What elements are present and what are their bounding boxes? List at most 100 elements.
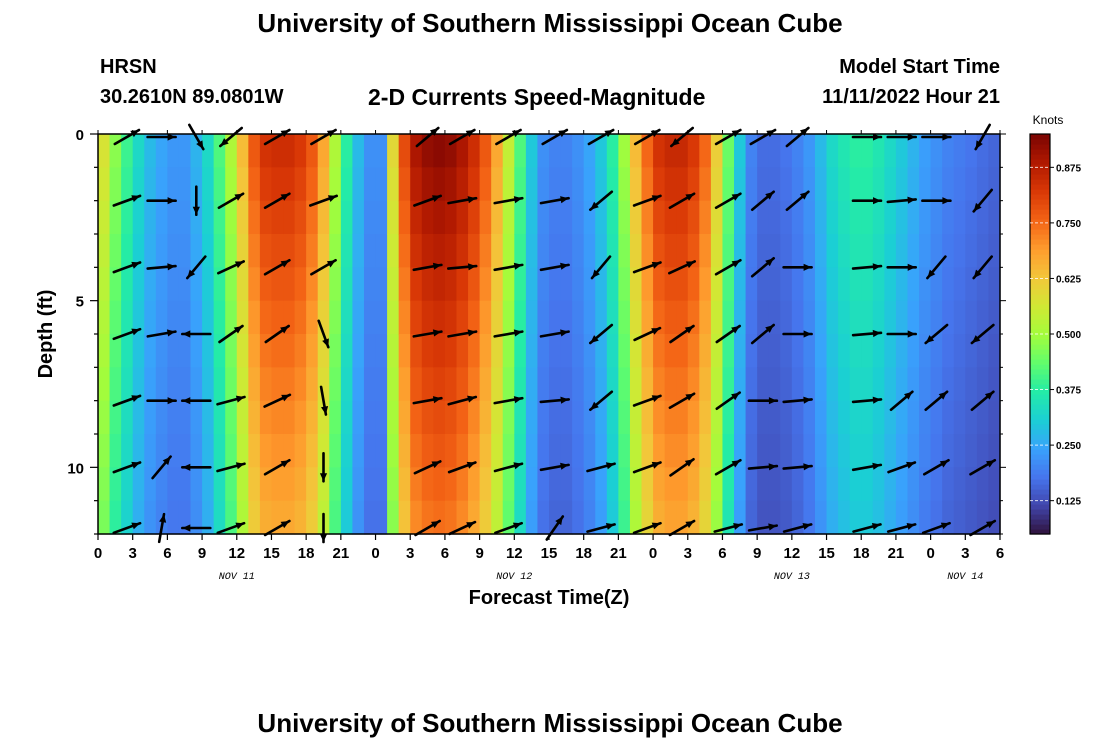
heatmap-cell: [606, 500, 619, 535]
heatmap-cell: [514, 200, 527, 235]
vector-head: [873, 197, 881, 205]
heatmap-cell: [872, 267, 885, 302]
heatmap-cell: [98, 334, 111, 368]
heatmap-cell: [664, 200, 677, 235]
heatmap-cell: [664, 367, 677, 402]
heatmap-cell: [965, 134, 978, 168]
x-tick-label: 18: [298, 545, 315, 562]
current-vector: [112, 461, 142, 474]
heatmap-cell: [456, 367, 469, 402]
heatmap-cell: [618, 434, 631, 468]
heatmap-cell: [294, 200, 307, 235]
colorbar-segment: [1030, 524, 1050, 530]
heatmap-cell: [502, 300, 515, 335]
heatmap-cell: [757, 467, 770, 502]
heatmap-cell: [468, 400, 481, 435]
heatmap-cell: [398, 500, 411, 535]
vector-head: [685, 393, 695, 401]
page-title: University of Southern Mississippi Ocean…: [257, 8, 843, 38]
heatmap-cell: [942, 134, 955, 168]
current-vector: [446, 263, 478, 271]
current-vector: [413, 194, 443, 207]
heatmap-cell: [225, 434, 238, 468]
heatmap-cell: [155, 167, 168, 202]
heatmap-cell: [167, 300, 180, 335]
colorbar-segment: [1030, 459, 1050, 465]
vector-head: [799, 128, 809, 136]
heatmap-cell: [456, 134, 469, 168]
colorbar-segment: [1030, 409, 1050, 415]
heatmap-cell: [710, 267, 724, 302]
heatmap-cell: [722, 467, 735, 502]
heatmap-cell: [352, 267, 365, 302]
heatmap-cell: [271, 267, 284, 302]
current-vector: [747, 463, 779, 471]
heatmap-cell: [213, 434, 226, 468]
heatmap-cell: [537, 434, 550, 468]
heatmap-cell: [525, 434, 539, 468]
vector-head: [590, 201, 599, 210]
heatmap-cell: [294, 500, 307, 535]
heatmap-cell: [317, 300, 330, 335]
heatmap-cell: [178, 134, 192, 168]
current-vector: [263, 192, 291, 209]
current-vector: [668, 392, 696, 410]
heatmap-cell: [699, 400, 712, 435]
heatmap-cell: [606, 167, 619, 202]
heatmap-cell: [791, 167, 805, 202]
heatmap-cell: [861, 200, 874, 235]
heatmap-cell: [861, 300, 874, 335]
current-vector: [186, 255, 207, 280]
heatmap-cell: [340, 234, 354, 268]
heatmap-cell: [641, 234, 654, 268]
colorbar-segment: [1030, 144, 1050, 150]
heatmap-cell: [491, 300, 504, 335]
heatmap-cell: [283, 267, 296, 302]
heatmap-cell: [641, 167, 654, 202]
heatmap-cell: [606, 234, 619, 268]
heatmap-cell: [202, 234, 215, 268]
heatmap-cell: [618, 167, 631, 202]
heatmap-cell: [236, 367, 249, 402]
heatmap-cell: [271, 134, 284, 168]
heatmap-cell: [271, 300, 284, 335]
vector-head: [280, 460, 290, 468]
heatmap-cell: [444, 334, 458, 368]
current-vector: [192, 185, 200, 216]
heatmap-cell: [699, 200, 712, 235]
heatmap-cell: [653, 234, 666, 268]
current-vector: [151, 455, 172, 480]
heatmap-cell: [976, 367, 990, 402]
x-tick-label: 15: [263, 545, 280, 562]
heatmap-cell: [641, 200, 654, 235]
model-start-label: Model Start Time: [839, 56, 1000, 78]
heatmap-cell: [98, 234, 111, 268]
vector-head: [467, 263, 477, 271]
heatmap-cell: [965, 500, 978, 535]
heatmap-cell: [549, 167, 562, 202]
heatmap-cell: [745, 300, 758, 335]
heatmap-cell: [942, 300, 955, 335]
heatmap-cell: [895, 434, 909, 468]
heatmap-cell: [710, 134, 724, 168]
heatmap-cell: [202, 467, 215, 502]
heatmap-cell: [780, 334, 793, 368]
heatmap-cell: [259, 334, 273, 368]
current-vector: [668, 519, 696, 537]
heatmap-cell: [699, 334, 712, 368]
heatmap-cell: [121, 267, 134, 302]
heatmap-cell: [734, 300, 747, 335]
heatmap-cell: [109, 300, 122, 335]
heatmap-cell: [572, 300, 585, 335]
heatmap-cell: [421, 134, 434, 168]
heatmap-cell: [444, 267, 458, 302]
heatmap-cell: [919, 234, 932, 268]
heatmap-cell: [398, 134, 411, 168]
heatmap-cell: [525, 134, 539, 168]
heatmap-cell: [734, 234, 747, 268]
heatmap-cell: [329, 134, 342, 168]
heatmap-cell: [849, 400, 862, 435]
heatmap-cell: [629, 267, 643, 302]
current-vector: [747, 523, 779, 532]
heatmap-cell: [444, 300, 458, 335]
